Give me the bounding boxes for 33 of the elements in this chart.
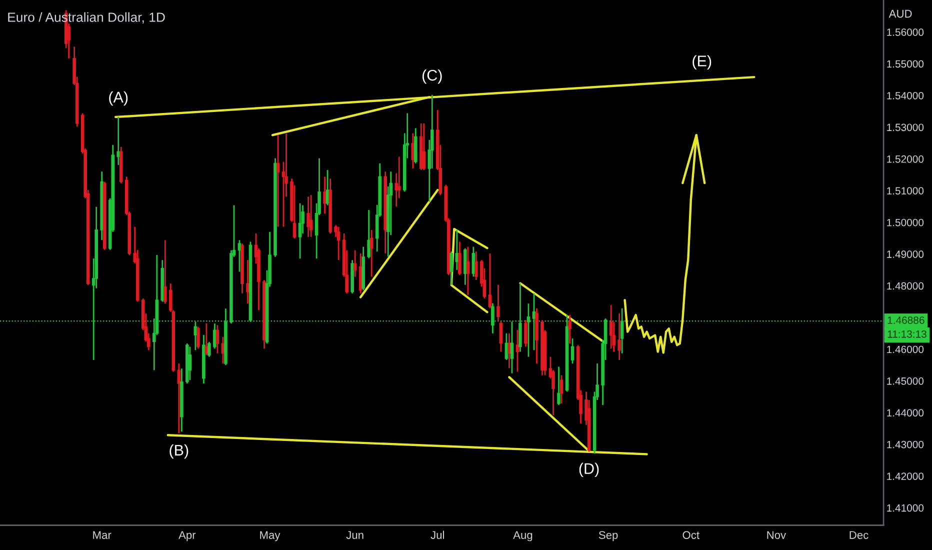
x-tick-label: Apr (178, 531, 196, 542)
y-tick-label: 1.43000 (887, 440, 924, 448)
annotation: (A) (109, 91, 128, 106)
text: 11:13:13 (888, 330, 926, 338)
x-tick-label: Jun (346, 531, 364, 539)
y-tick-label: 1.54000 (887, 92, 924, 100)
annotation: (E) (692, 55, 712, 70)
y-tick-label: 1.51000 (887, 187, 924, 194)
y-tick-label: 1.41000 (887, 504, 924, 512)
y-tick-label: 1.56000 (887, 28, 924, 36)
y-tick-label: 1.42000 (887, 472, 924, 480)
y-tick-label: 1.50000 (887, 218, 924, 226)
y-tick-label: 1.55000 (887, 60, 924, 68)
x-tick-label: Sep (598, 531, 618, 542)
x-tick-label: Nov (767, 531, 786, 539)
annotation: (C) (422, 69, 442, 84)
x-tick-label: May (260, 531, 280, 542)
x-tick-label: Aug (513, 531, 532, 542)
y-tick-label: 1.46000 (887, 346, 924, 354)
y-tick-label: 1.48000 (887, 282, 924, 290)
x-tick-label: Mar (93, 531, 112, 539)
ref-line-label: 1.46886 (888, 316, 924, 324)
y-tick-label: 1.45000 (887, 377, 924, 385)
y-tick-label: 1.49000 (887, 250, 924, 258)
y-tick-label: 1.44000 (887, 409, 924, 417)
y-tick-label: 1.53000 (887, 124, 924, 132)
annotation: (D) (579, 462, 599, 478)
annotation: (B) (170, 444, 188, 459)
x-tick-label: Oct (682, 531, 700, 539)
x-tick-label: Dec (850, 531, 868, 539)
x-tick-label: Jul (430, 530, 444, 539)
y-tick-label: 1.52000 (887, 155, 924, 163)
y-axis-title: AUD (888, 10, 912, 18)
